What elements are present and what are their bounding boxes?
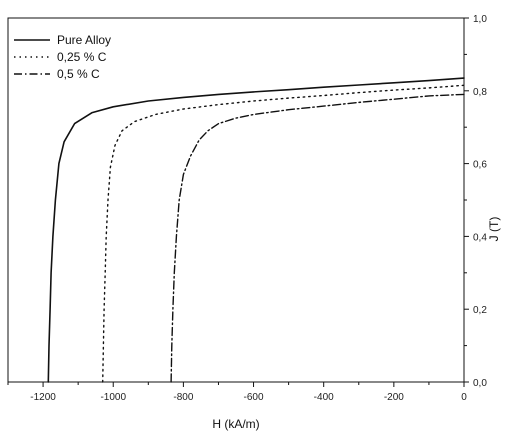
y-tick-label: 0,4 xyxy=(473,232,487,243)
y-tick-label: 1,0 xyxy=(473,14,487,25)
series-line-2 xyxy=(170,93,465,383)
legend: Pure Alloy 0,25 % C 0,5 % C xyxy=(14,33,111,81)
series-layer xyxy=(47,77,465,383)
x-tick-label: -800 xyxy=(173,392,193,403)
y-tick-label: 0,2 xyxy=(473,305,487,316)
x-axis-title: H (kA/m) xyxy=(212,417,259,431)
x-tick-label: -200 xyxy=(384,392,404,403)
series-line-0 xyxy=(47,77,465,383)
y-axis-ticks: 0,0 0,2 0,4 0,6 0,8 1,0 xyxy=(464,14,487,389)
x-tick-label: -1000 xyxy=(100,392,126,403)
x-axis-ticks: -1200 -1000 -800 -600 -400 -200 0 xyxy=(7,382,467,403)
x-tick-label: -600 xyxy=(244,392,264,403)
x-tick-label: -400 xyxy=(314,392,334,403)
series-line-1 xyxy=(102,84,465,383)
plot-frame xyxy=(7,17,465,383)
x-tick-label: -1200 xyxy=(30,392,56,403)
legend-label-2: 0,5 % C xyxy=(57,67,100,81)
x-tick-label: 0 xyxy=(461,392,467,403)
y-tick-label: 0,0 xyxy=(473,378,487,389)
legend-label-1: 0,25 % C xyxy=(57,50,107,64)
legend-label-0: Pure Alloy xyxy=(57,33,111,47)
y-axis-title: J (T) xyxy=(487,217,501,242)
y-tick-label: 0,8 xyxy=(473,87,487,98)
y-tick-label: 0,6 xyxy=(473,160,487,171)
